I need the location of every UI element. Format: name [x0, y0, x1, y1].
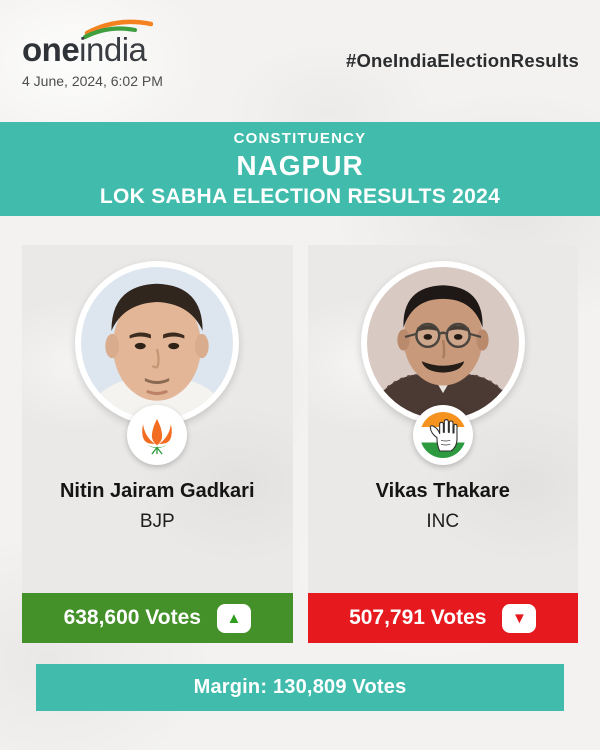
inc-hand-icon: [412, 405, 473, 465]
hashtag-label: #OneIndiaElectionResults: [345, 50, 579, 71]
candidate-photo-ring: [75, 261, 240, 425]
candidate-party: BJP: [139, 511, 175, 532]
logo-word-one: one: [22, 31, 80, 68]
vote-count-label: 638,600 Votes: [63, 606, 201, 629]
inc-tricolor-circle: [419, 412, 466, 458]
banner-kicker: CONSTITUENCY: [233, 129, 367, 147]
constituency-banner: CONSTITUENCY NAGPUR LOK SABHA ELECTION R…: [0, 122, 600, 216]
banner-title: LOK SABHA ELECTION RESULTS 2024: [99, 184, 501, 208]
vote-bar-winner: 638,600 Votes ▲: [22, 593, 293, 643]
logo-wordmark: oneindia: [22, 33, 163, 66]
vote-bar-runnerup: 507,791 Votes ▼: [307, 593, 578, 643]
margin-bar: Margin: 130,809 Votes: [36, 664, 564, 711]
bjp-lotus-icon: [127, 405, 188, 465]
candidate-cards: Nitin Jairam Gadkari BJP 638,600 Votes ▲: [22, 245, 578, 643]
constituency-name: NAGPUR: [236, 149, 364, 181]
candidate-photo-ring: [360, 261, 525, 425]
candidate-photo-thakare: [366, 267, 519, 419]
candidate-name: Nitin Jairam Gadkari: [59, 480, 255, 502]
trend-up-glyph: ▲: [226, 609, 242, 627]
candidate-card-inc: Vikas Thakare INC 507,791 Votes ▼: [307, 245, 578, 643]
tricolor-swoosh-icon: [83, 19, 153, 39]
candidate-card-bjp: Nitin Jairam Gadkari BJP 638,600 Votes ▲: [22, 245, 293, 643]
vote-count-label: 507,791 Votes: [349, 606, 487, 629]
margin-label: Margin: 130,809 Votes: [193, 676, 407, 698]
oneindia-logo: oneindia 4 June, 2024, 6:02 PM: [22, 14, 163, 89]
trend-up-icon: ▲: [216, 603, 251, 633]
logo-word-india: india: [79, 31, 147, 68]
candidate-party: INC: [426, 511, 460, 532]
datetime-label: 4 June, 2024, 6:02 PM: [22, 73, 163, 89]
trend-down-glyph: ▼: [512, 609, 527, 627]
candidate-photo-gadkari: [81, 267, 234, 419]
trend-down-icon: ▼: [502, 603, 537, 633]
candidate-name: Vikas Thakare: [375, 480, 510, 502]
